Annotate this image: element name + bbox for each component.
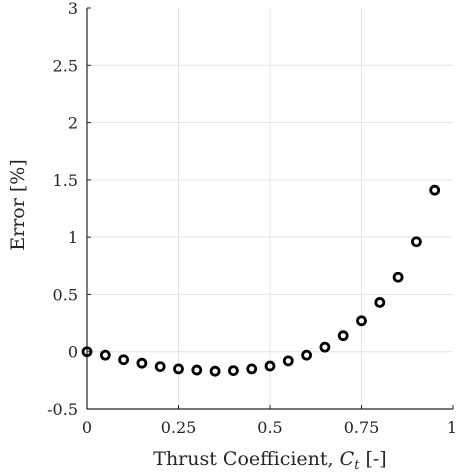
data-point-10 xyxy=(264,360,276,372)
x-tick-label-0: 0 xyxy=(82,418,92,437)
x-tick-label-4: 1 xyxy=(447,418,457,437)
data-point-2 xyxy=(118,354,129,366)
y-tick-label-1: 0 xyxy=(68,343,78,362)
y-axis-label: Error [%] xyxy=(7,159,29,250)
data-point-13 xyxy=(319,341,331,353)
data-point-12 xyxy=(301,349,313,361)
tick-labels: 0 0.25 0.5 0.75 1-0.500.511.522.53 xyxy=(47,0,457,437)
data-point-18 xyxy=(410,236,422,248)
x-tick-label-2: 0.5 xyxy=(257,418,282,437)
data-point-1 xyxy=(99,349,111,361)
x-axis-label-subscript: t xyxy=(354,458,360,473)
x-tick-label-1: 0.25 xyxy=(161,418,197,437)
y-tick-label-5: 2 xyxy=(68,114,78,133)
axes xyxy=(86,7,454,410)
x-tick-label-3: 0.75 xyxy=(344,418,380,437)
data-points xyxy=(81,184,441,377)
y-tick-label-6: 2.5 xyxy=(53,56,78,75)
y-tick-label-0: -0.5 xyxy=(47,400,78,419)
x-axis-label-text: Thrust Coefficient, xyxy=(153,448,339,470)
data-point-15 xyxy=(356,315,367,327)
data-point-0 xyxy=(81,346,93,358)
x-axis-label-unit: [-] xyxy=(359,448,386,470)
data-point-3 xyxy=(136,357,148,369)
x-axis-label: Thrust Coefficient, Ct [-] xyxy=(153,448,386,473)
data-point-7 xyxy=(209,365,221,377)
x-axis-label-symbol: C xyxy=(340,448,355,470)
data-point-5 xyxy=(173,363,184,375)
data-point-9 xyxy=(246,363,258,375)
y-tick-label-7: 3 xyxy=(68,0,78,18)
y-tick-label-3: 1 xyxy=(68,228,78,247)
data-point-19 xyxy=(429,184,441,196)
data-point-14 xyxy=(337,330,349,342)
y-tick-label-2: 0.5 xyxy=(53,285,78,304)
data-point-16 xyxy=(374,297,386,308)
data-point-6 xyxy=(191,364,203,376)
data-point-8 xyxy=(227,365,239,377)
y-tick-label-4: 1.5 xyxy=(53,171,78,190)
data-point-4 xyxy=(154,361,166,373)
data-point-17 xyxy=(392,271,404,283)
grid xyxy=(87,8,453,409)
data-point-11 xyxy=(282,355,294,367)
